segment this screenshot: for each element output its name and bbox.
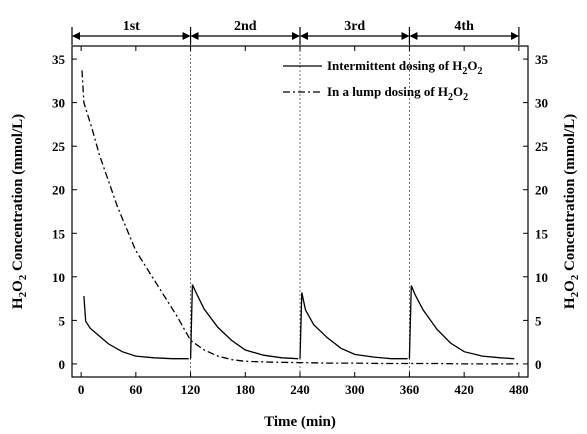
series-layer — [81, 70, 519, 365]
x-tick-label-360: 360 — [400, 382, 420, 397]
legend-subscript: 2 — [478, 66, 483, 77]
x-axis-title: Time (min) — [264, 414, 336, 430]
legend-label-text: O — [453, 84, 463, 99]
y-title-subscript: 2 — [17, 274, 29, 280]
y-tick-label-right-0: 0 — [535, 357, 542, 372]
stage-bar-layer: 1st 2nd 3rd 4th — [71, 19, 520, 45]
series-1-line-segment-4 — [408, 285, 515, 360]
legend-label-1: Intermittent dosing of H2O2 — [327, 58, 483, 77]
y-tick-label-right-35: 35 — [535, 52, 549, 67]
x-tick-label-0: 0 — [78, 382, 85, 397]
y-tick-label-right-15: 15 — [535, 226, 549, 241]
legend-subscript: 2 — [462, 66, 467, 77]
x-tick-label-240: 240 — [290, 382, 310, 397]
legend-label-text: Intermittent dosing of H — [327, 58, 462, 73]
y-axis-title-right: H2O2 Concentration (mmol/L) — [562, 114, 581, 309]
stage-label-3: 3rd — [344, 19, 365, 34]
y-axis-title-left: H2O2 Concentration (mmol/L) — [10, 114, 29, 309]
x-tick-label-420: 420 — [454, 382, 474, 397]
y-title-text: O — [562, 280, 578, 292]
stage-label-2: 2nd — [234, 19, 257, 34]
y-tick-label-right-20: 20 — [535, 183, 548, 198]
y-tick-label-left-35: 35 — [52, 52, 66, 67]
legend-label-2: In a lump dosing of H2O2 — [327, 84, 468, 103]
y-title-subscript: 2 — [569, 274, 581, 280]
stage-label-1: 1st — [123, 19, 140, 34]
y-tick-label-left-0: 0 — [59, 357, 66, 372]
legend-subscript: 2 — [448, 92, 453, 103]
y-title-subscript: 2 — [17, 291, 29, 297]
y-tick-label-right-10: 10 — [535, 270, 548, 285]
x-tick-label-180: 180 — [236, 382, 256, 397]
y-title-text: Concentration (mmol/L) — [10, 114, 26, 275]
y-tick-label-left-30: 30 — [52, 96, 65, 111]
y-tick-label-right-25: 25 — [535, 139, 549, 154]
y-title-text: H — [562, 297, 578, 309]
y-tick-label-right-5: 5 — [535, 313, 542, 328]
series-1-line-segment-3 — [299, 292, 408, 360]
y-tick-label-left-5: 5 — [59, 313, 66, 328]
y-title-text: H — [10, 297, 26, 309]
legend-label-text: O — [467, 58, 477, 73]
y-title-subscript: 2 — [569, 291, 581, 297]
legend-subscript: 2 — [463, 92, 468, 103]
y-tick-label-left-15: 15 — [52, 226, 66, 241]
y-title-text: O — [10, 280, 26, 292]
x-tick-label-300: 300 — [345, 382, 365, 397]
series-1-line-segment-2 — [189, 284, 299, 360]
series-1-line-segment-1 — [83, 295, 189, 360]
y-tick-label-right-30: 30 — [535, 96, 548, 111]
legend-label-text: In a lump dosing of H — [327, 84, 448, 99]
stage-divider-layer — [190, 46, 410, 377]
y-tick-label-left-25: 25 — [52, 139, 66, 154]
y-tick-label-left-20: 20 — [52, 183, 65, 198]
series-2-line-segment-1 — [81, 70, 519, 365]
stage-label-4: 4th — [454, 19, 474, 34]
x-tick-label-120: 120 — [181, 382, 201, 397]
x-tick-label-480: 480 — [509, 382, 529, 397]
x-tick-label-60: 60 — [129, 382, 142, 397]
y-title-text: Concentration (mmol/L) — [562, 114, 578, 275]
y-tick-label-left-10: 10 — [52, 270, 65, 285]
